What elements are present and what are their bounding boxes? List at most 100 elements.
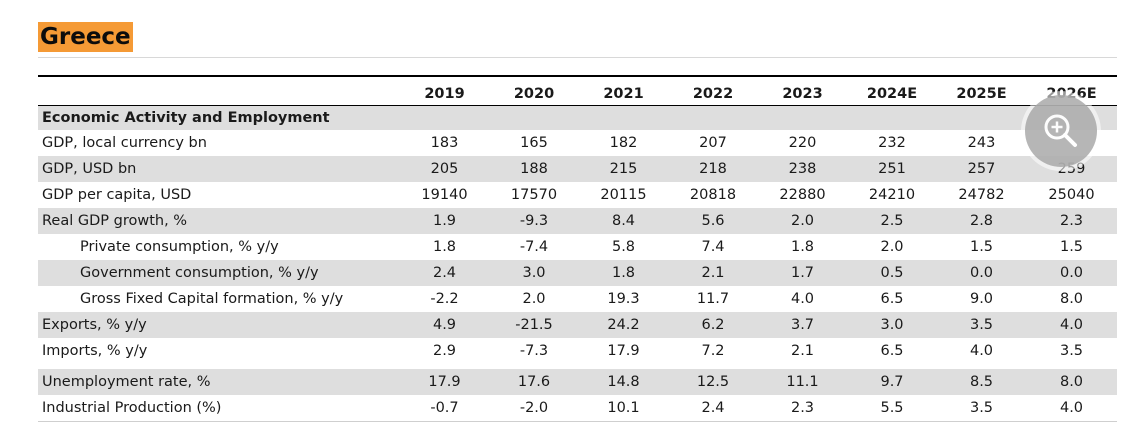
value-cell: 2.9 (432, 342, 457, 359)
value-cell: 220 (788, 134, 817, 151)
value-cell: 2.0 (880, 238, 904, 255)
value-cell: 3.5 (937, 311, 1026, 338)
zoom-in-icon (1044, 114, 1077, 147)
value-cell: 2.1 (790, 342, 815, 359)
value-cell: 10.1 (579, 394, 668, 422)
table-row: Real GDP growth, % 1.9 -9.3 8.4 5.6 2.0 … (38, 207, 1117, 234)
row-label: Unemployment rate, % (38, 368, 400, 395)
value-cell: 3.7 (758, 311, 847, 338)
table-row: Industrial Production (%) -0.7 -2.0 10.1… (38, 394, 1117, 422)
value-cell: 25040 (1048, 186, 1095, 203)
value-cell: 182 (609, 134, 638, 151)
value-cell: 5.6 (668, 207, 758, 234)
value-cell: -2.0 (489, 394, 579, 422)
value-cell: 8.5 (937, 368, 1026, 395)
value-cell: 20115 (600, 186, 647, 203)
value-cell: 3.0 (847, 311, 937, 338)
table-header-row: 2019 2020 2021 2022 2023 2024E 2025E 202… (38, 76, 1117, 105)
value-cell: 207 (699, 134, 727, 151)
value-cell: 8.0 (1026, 368, 1117, 395)
value-cell: 3.5 (937, 394, 1026, 422)
value-cell: 2.3 (1026, 207, 1117, 234)
value-cell: 19.3 (607, 290, 640, 307)
row-label: Imports, % y/y (42, 342, 148, 359)
row-label: GDP, local currency bn (42, 134, 207, 151)
title-divider (38, 57, 1117, 58)
value-cell: 5.5 (847, 394, 937, 422)
row-label: Exports, % y/y (38, 311, 400, 338)
value-cell: 2.1 (668, 259, 758, 286)
value-cell: 218 (668, 155, 758, 182)
section-title: Economic Activity and Employment (38, 105, 1117, 130)
spacer-cell (38, 363, 1117, 369)
table-row: Unemployment rate, % 17.9 17.6 14.8 12.5… (38, 368, 1117, 395)
table-row: GDP, USD bn 205 188 215 218 238 251 257 … (38, 155, 1117, 182)
table-row: Gross Fixed Capital formation, % y/y -2.… (38, 286, 1117, 312)
row-label: Industrial Production (%) (38, 394, 400, 422)
value-cell: 24782 (958, 186, 1005, 203)
value-cell: 19140 (421, 186, 468, 203)
value-cell: 243 (967, 134, 996, 151)
row-label: GDP per capita, USD (42, 186, 192, 203)
value-cell: 2.5 (847, 207, 937, 234)
value-cell: 4.0 (1026, 311, 1117, 338)
value-cell: 12.5 (668, 368, 758, 395)
year-header: 2022 (692, 85, 734, 102)
year-header: 2019 (424, 85, 465, 102)
value-cell: 0.0 (1026, 259, 1117, 286)
value-cell: 9.7 (847, 368, 937, 395)
value-cell: 4.0 (1026, 394, 1117, 422)
row-label: Government consumption, % y/y (38, 259, 400, 286)
value-cell: 2.4 (668, 394, 758, 422)
value-cell: 11.7 (696, 290, 730, 307)
value-cell: 1.8 (432, 238, 457, 255)
value-cell: -21.5 (489, 311, 579, 338)
value-cell: 0.5 (847, 259, 937, 286)
value-cell: 20818 (689, 186, 737, 203)
value-cell: 4.9 (400, 311, 489, 338)
row-spacer (38, 363, 1117, 369)
value-cell: 257 (937, 155, 1026, 182)
value-cell: 2.0 (758, 207, 847, 234)
value-cell: 24.2 (579, 311, 668, 338)
value-cell: 3.5 (1059, 342, 1084, 359)
value-cell: 205 (400, 155, 489, 182)
value-cell: 2.8 (937, 207, 1026, 234)
value-cell: 3.0 (489, 259, 579, 286)
value-cell: 0.0 (937, 259, 1026, 286)
value-cell: 17.9 (607, 342, 640, 359)
value-cell: 8.4 (579, 207, 668, 234)
zoom-in-button[interactable] (1025, 95, 1097, 167)
value-cell: 2.3 (758, 394, 847, 422)
row-label: Private consumption, % y/y (80, 238, 279, 255)
value-cell: 1.8 (790, 238, 815, 255)
value-cell: 6.5 (880, 342, 904, 359)
year-header: 2021 (603, 85, 644, 102)
value-cell: 6.2 (668, 311, 758, 338)
table-row: Government consumption, % y/y 2.4 3.0 1.… (38, 259, 1117, 286)
value-cell: 14.8 (579, 368, 668, 395)
value-cell: 22880 (779, 186, 826, 203)
value-cell: 24210 (868, 186, 916, 203)
value-cell: 5.8 (611, 238, 636, 255)
value-cell: 17.9 (400, 368, 489, 395)
value-cell: 215 (579, 155, 668, 182)
year-header: 2025E (956, 85, 1007, 102)
value-cell: 183 (430, 134, 459, 151)
value-cell: -2.2 (430, 290, 459, 307)
table-row: Private consumption, % y/y 1.8 -7.4 5.8 … (38, 234, 1117, 260)
value-cell: -9.3 (489, 207, 579, 234)
value-cell: 4.0 (969, 342, 994, 359)
value-cell: 11.1 (758, 368, 847, 395)
value-cell: -7.3 (519, 342, 549, 359)
value-cell: 9.0 (969, 290, 994, 307)
value-cell: 17.6 (489, 368, 579, 395)
value-cell: 1.5 (1059, 238, 1084, 255)
value-cell: -7.4 (519, 238, 549, 255)
value-cell: 7.4 (701, 238, 725, 255)
table-row: GDP, local currency bn 183 165 182 207 2… (38, 130, 1117, 156)
row-label: GDP, USD bn (38, 155, 400, 182)
value-cell: 232 (878, 134, 906, 151)
value-cell: 2.0 (522, 290, 546, 307)
economic-data-table: 2019 2020 2021 2022 2023 2024E 2025E 202… (38, 75, 1117, 422)
